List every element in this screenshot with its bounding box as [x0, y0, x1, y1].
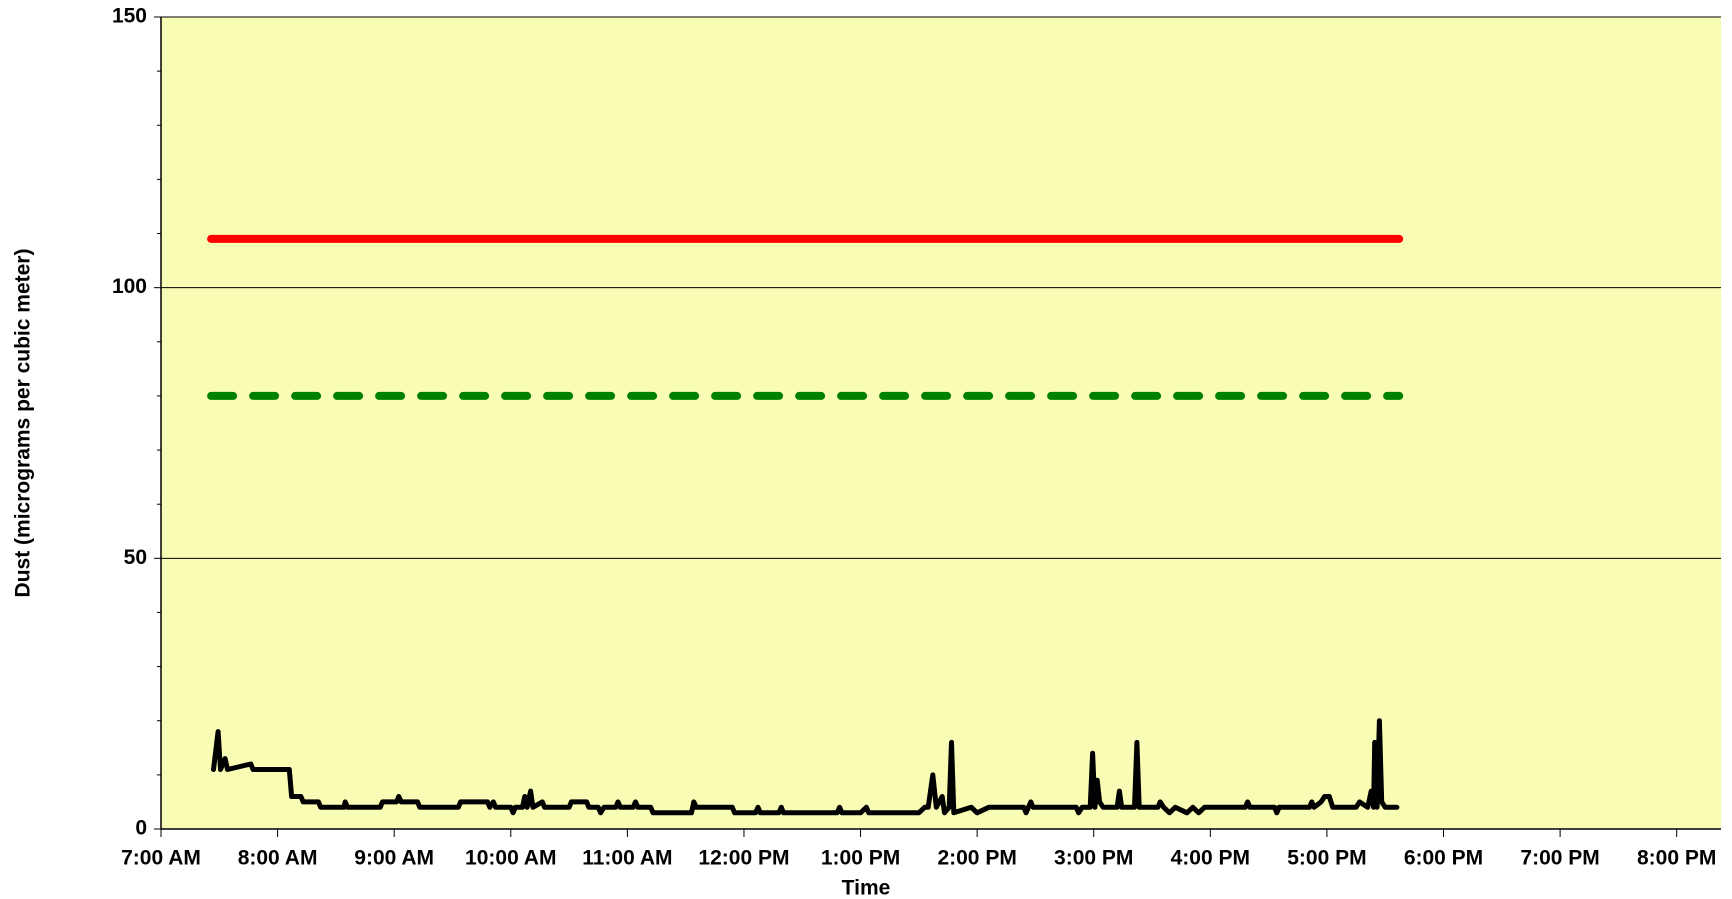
- y-tick-label: 150: [112, 5, 147, 28]
- x-tick-label: 1:00 PM: [821, 847, 900, 870]
- plot-area: [161, 17, 1721, 829]
- x-tick-label: 8:00 PM: [1637, 847, 1716, 870]
- x-tick-label: 10:00 AM: [465, 847, 556, 870]
- x-tick-label: 3:00 PM: [1054, 847, 1133, 870]
- y-tick-label: 100: [112, 275, 147, 298]
- x-tick-label: 11:00 AM: [582, 847, 672, 870]
- data-line: [211, 718, 1400, 816]
- x-tick-label: 7:00 PM: [1520, 847, 1599, 870]
- x-tick-label: 7:00 AM: [121, 847, 201, 870]
- x-tick-label: 8:00 AM: [238, 847, 318, 870]
- x-tick-label: 12:00 PM: [698, 847, 789, 870]
- x-tick-label: 4:00 PM: [1171, 847, 1250, 870]
- y-axis-label: Dust (micrograms per cubic meter): [12, 249, 35, 598]
- y-tick-label: 0: [135, 817, 147, 840]
- x-tick-label: 9:00 AM: [354, 847, 434, 870]
- x-axis-label: Time: [842, 877, 891, 899]
- x-tick-label: 6:00 PM: [1404, 847, 1483, 870]
- y-tick-label: 50: [124, 546, 147, 569]
- x-tick-label: 2:00 PM: [937, 847, 1016, 870]
- x-tick-label: 5:00 PM: [1287, 847, 1366, 870]
